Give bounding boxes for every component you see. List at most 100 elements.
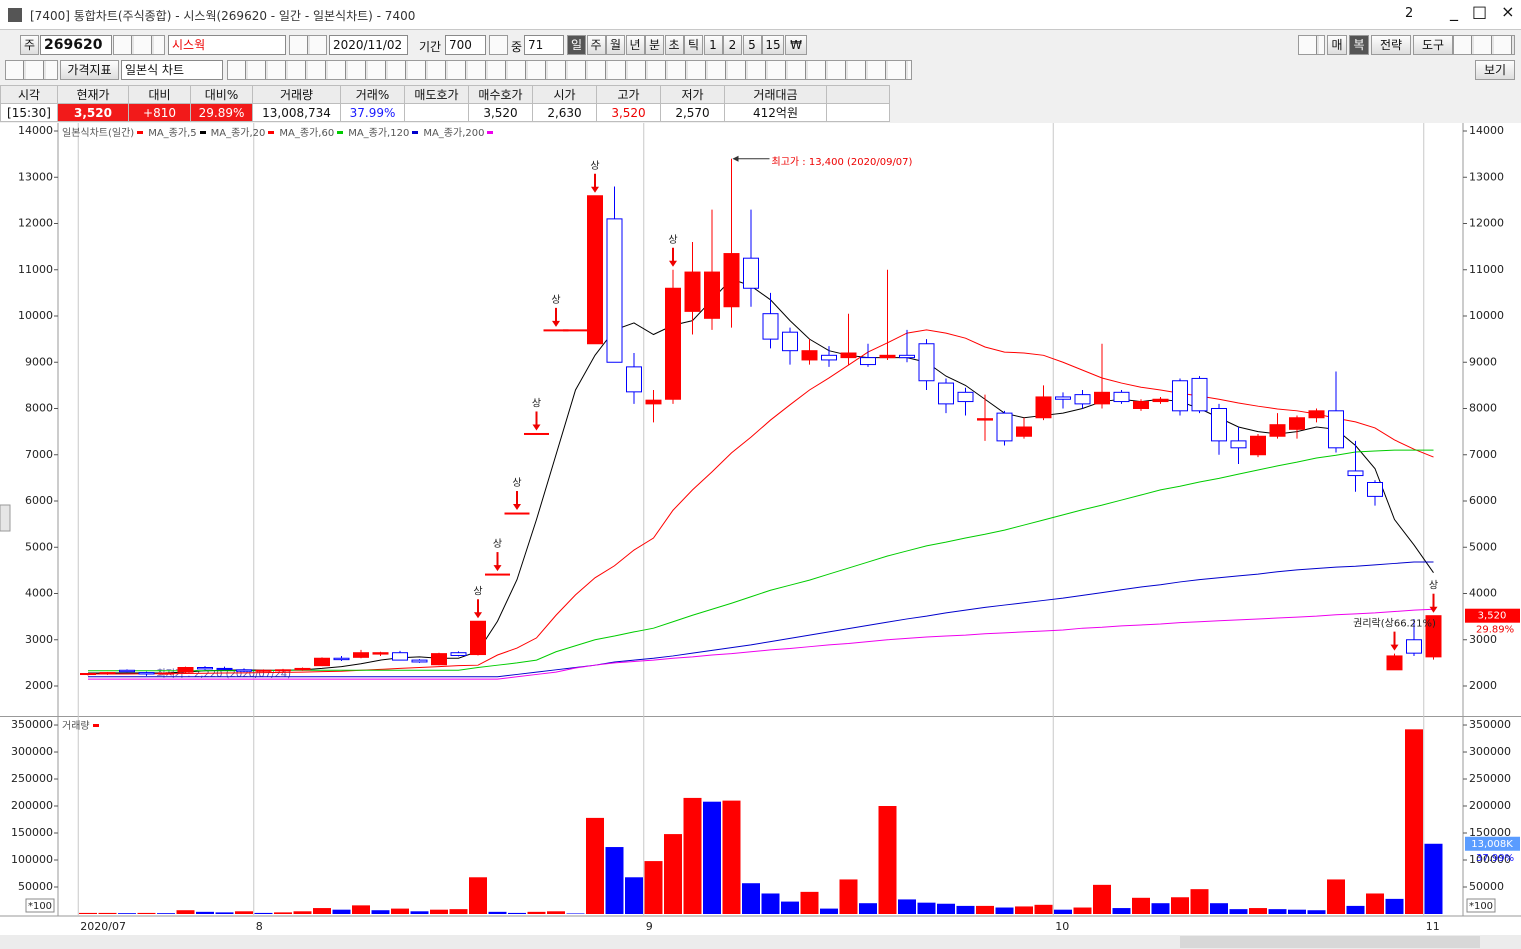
legend-entry: MA_종가,20 <box>210 128 266 139</box>
name-input[interactable]: 시스웍 <box>168 35 286 55</box>
period-button[interactable]: ₩ <box>785 35 807 55</box>
candle-body <box>1152 398 1169 403</box>
quote-header: 고가 <box>596 85 661 104</box>
period-button[interactable]: 5 <box>742 35 762 55</box>
volume-bar <box>1112 908 1131 914</box>
y-tick-label: 11000 <box>18 263 53 276</box>
quote-value: 2,570 <box>660 103 725 122</box>
chart-style-select[interactable]: 일본식 차트 <box>121 60 223 80</box>
legend-entry: MA_종가,5 <box>148 128 197 139</box>
window-badge[interactable]: 2 <box>1405 6 1414 21</box>
quote-value: 2,630 <box>532 103 597 122</box>
candle-body <box>704 271 720 319</box>
legend-swatch <box>199 130 206 134</box>
y-tick-label: 12000 <box>18 217 53 230</box>
volume-bar <box>313 908 331 914</box>
drawing-tools[interactable] <box>227 60 912 80</box>
candle-body <box>899 354 915 359</box>
candle-body <box>372 652 389 655</box>
toolbar-button[interactable]: 매 <box>1327 35 1347 55</box>
lock-button[interactable] <box>489 35 508 55</box>
volume-bar <box>1190 889 1209 914</box>
period-button[interactable]: 월 <box>606 35 625 55</box>
view-button[interactable]: 보기 <box>1475 60 1515 80</box>
period-button[interactable]: 틱 <box>684 35 703 55</box>
toolbar-button[interactable]: 도구 <box>1413 35 1453 55</box>
candle-body <box>743 257 759 289</box>
candle-body <box>1172 380 1188 412</box>
candle-body <box>1094 391 1110 405</box>
candle-body <box>1328 410 1344 449</box>
volume-bar <box>98 912 117 914</box>
candle-body <box>1211 408 1227 442</box>
zoom-controls[interactable] <box>1180 936 1480 948</box>
period-button[interactable]: 주 <box>586 35 606 55</box>
candle-body <box>353 652 369 658</box>
marker-label: 상 <box>473 585 482 597</box>
volume-bar <box>1132 897 1150 914</box>
candle-body <box>1386 655 1403 671</box>
period-input[interactable]: 700 <box>445 35 486 55</box>
marker-label: 상 <box>493 538 502 550</box>
market-select[interactable]: 주 <box>20 35 39 55</box>
indicator-button[interactable]: 가격지표 <box>60 60 119 80</box>
last-price-tag <box>1465 608 1520 623</box>
candle-body <box>1406 639 1422 654</box>
candle-body <box>684 271 701 312</box>
last-change-label: 29.89% <box>1476 625 1514 636</box>
volume-bar <box>1268 909 1287 914</box>
candle-body <box>314 657 330 667</box>
marker-label: 상 <box>668 234 677 246</box>
volume-bar <box>1405 729 1423 914</box>
y2-tick-label: 200000 <box>1469 799 1511 812</box>
period-button[interactable]: 2 <box>723 35 742 55</box>
date-input[interactable]: 2020/11/02 <box>329 35 408 55</box>
unit-label: *100 <box>1469 901 1493 912</box>
volume-bar <box>605 847 624 914</box>
code-input[interactable]: 269620 <box>40 35 112 55</box>
period-button[interactable]: 년 <box>625 35 645 55</box>
tool-icons[interactable] <box>1453 35 1515 55</box>
period-button[interactable]: 초 <box>664 35 684 55</box>
period-button[interactable]: 분 <box>645 35 664 55</box>
volume-bar <box>878 806 897 914</box>
legend-swatch <box>412 130 419 134</box>
mid-input[interactable]: 71 <box>524 35 564 55</box>
toolbar-button[interactable]: 복 <box>1349 35 1369 55</box>
candle-body <box>938 382 954 405</box>
volume-bar <box>254 912 273 914</box>
period-button[interactable]: 15 <box>762 35 784 55</box>
window-controls[interactable]: _□× <box>1450 2 1521 21</box>
search-buttons[interactable] <box>113 35 165 55</box>
marker-arrowhead <box>1390 644 1399 651</box>
last-price-label: 3,520 <box>1478 611 1507 622</box>
candle-body <box>524 432 549 435</box>
last-volume-change: 37.99% <box>1476 853 1514 864</box>
volume-bar <box>508 912 526 914</box>
quote-value: [15:30] <box>0 103 58 122</box>
quote-value-row: [15:30] 3,520 +810 29.89% 13,008,734 37.99% 3,… <box>0 103 890 122</box>
period-button[interactable]: 1 <box>703 35 723 55</box>
marker-arrowhead <box>513 504 521 511</box>
legend-swatch <box>137 130 144 134</box>
ma-line <box>88 278 1434 674</box>
toolbar-button[interactable]: 전략 <box>1371 35 1411 55</box>
quote-filler <box>826 103 890 122</box>
legend-swatch <box>268 130 275 134</box>
volume-bar <box>800 891 819 914</box>
candle-body <box>99 672 116 675</box>
marker-label: 상 <box>1429 580 1438 592</box>
candle-body <box>1367 482 1383 497</box>
nav-buttons[interactable] <box>289 35 327 55</box>
side-tab[interactable] <box>0 504 11 532</box>
volume-bar <box>1424 843 1443 914</box>
cloud-button[interactable] <box>1298 35 1325 55</box>
candle-body <box>485 573 510 576</box>
row2-icons[interactable] <box>5 60 58 80</box>
high-note: 최고가 : 13,400 (2020/09/07) <box>772 156 913 168</box>
candle-body <box>801 350 818 361</box>
period-button[interactable]: 일 <box>567 35 586 55</box>
candle-body <box>957 391 974 403</box>
y2-tick-label: 50000 <box>1469 880 1504 893</box>
